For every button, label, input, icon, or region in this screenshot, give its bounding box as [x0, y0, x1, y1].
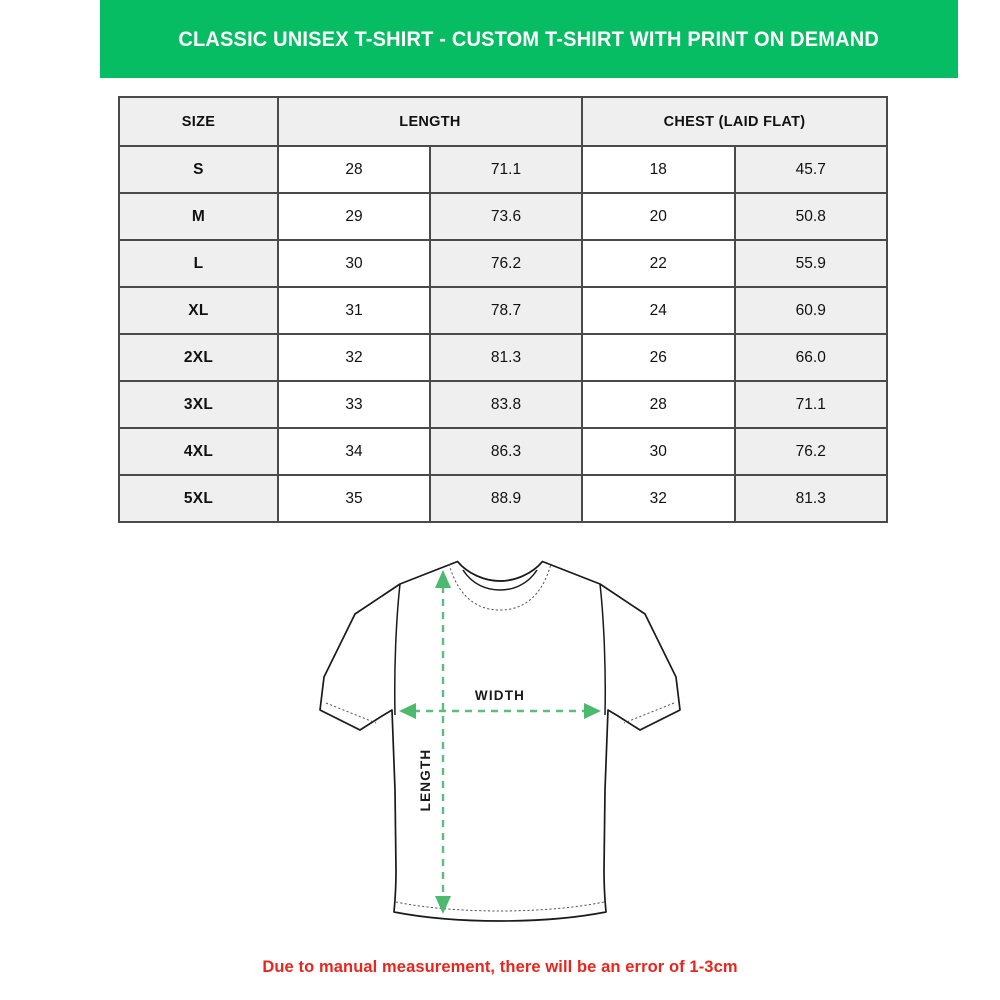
length-arrow-top-icon — [435, 570, 451, 588]
cell-chest-in: 26 — [581, 333, 736, 382]
measurement-disclaimer: Due to manual measurement, there will be… — [262, 958, 738, 976]
tshirt-sleeve-stitch-left — [325, 702, 377, 724]
cell-size: S — [118, 145, 279, 194]
cell-chest-cm: 60.9 — [733, 286, 888, 335]
table-row: 3XL 33 83.8 28 71.1 — [118, 380, 888, 429]
tshirt-hem-stitch — [395, 901, 605, 912]
header-banner: CLASSIC UNISEX T-SHIRT - CUSTOM T-SHIRT … — [100, 0, 958, 78]
cell-chest-cm: 76.2 — [733, 427, 888, 476]
column-header-chest: CHEST (LAID FLAT) — [581, 96, 888, 147]
table-header: SIZE LENGTH CHEST (LAID FLAT) — [118, 96, 888, 147]
cell-length-cm: 83.8 — [429, 380, 583, 429]
cell-length-in: 29 — [277, 192, 431, 241]
cell-length-cm: 81.3 — [429, 333, 583, 382]
table-row: XL 31 78.7 24 60.9 — [118, 286, 888, 335]
tshirt-outline — [319, 560, 681, 922]
table-row: M 29 73.6 20 50.8 — [118, 192, 888, 241]
cell-chest-cm: 81.3 — [733, 474, 888, 523]
length-label: LENGTH — [418, 749, 433, 812]
tshirt-shoulder-seam-left — [393, 583, 401, 716]
cell-size: 3XL — [118, 380, 279, 429]
table-row: 5XL 35 88.9 32 81.3 — [118, 474, 888, 523]
cell-size: 5XL — [118, 474, 279, 523]
column-header-size: SIZE — [118, 96, 279, 147]
table-body: S 28 71.1 18 45.7 M 29 73.6 20 50.8 L 30 76.2 22 55.9 X… — [118, 145, 888, 523]
cell-length-in: 28 — [277, 145, 431, 194]
tshirt-measurement-diagram: WIDTH LENGTH — [300, 540, 700, 930]
cell-chest-cm: 50.8 — [733, 192, 888, 241]
cell-chest-cm: 71.1 — [733, 380, 888, 429]
table-row: S 28 71.1 18 45.7 — [118, 145, 888, 194]
cell-chest-in: 30 — [581, 427, 736, 476]
cell-length-cm: 78.7 — [429, 286, 583, 335]
width-arrow-left-icon — [399, 703, 416, 719]
cell-chest-cm: 45.7 — [733, 145, 888, 194]
cell-chest-in: 32 — [581, 474, 736, 523]
cell-chest-cm: 66.0 — [733, 333, 888, 382]
column-header-length: LENGTH — [277, 96, 583, 147]
cell-length-cm: 88.9 — [429, 474, 583, 523]
table-row: 4XL 34 86.3 30 76.2 — [118, 427, 888, 476]
length-arrow-bottom-icon — [435, 896, 451, 914]
cell-size: 4XL — [118, 427, 279, 476]
tshirt-collar-inner — [462, 569, 538, 591]
cell-length-in: 35 — [277, 474, 431, 523]
tshirt-shoulder-seam-right — [599, 583, 607, 716]
cell-length-cm: 76.2 — [429, 239, 583, 288]
cell-length-in: 30 — [277, 239, 431, 288]
cell-size: XL — [118, 286, 279, 335]
tshirt-collar-icon — [456, 561, 544, 582]
cell-size: M — [118, 192, 279, 241]
cell-chest-in: 18 — [581, 145, 736, 194]
cell-length-in: 34 — [277, 427, 431, 476]
cell-length-cm: 73.6 — [429, 192, 583, 241]
cell-chest-in: 24 — [581, 286, 736, 335]
cell-chest-in: 28 — [581, 380, 736, 429]
cell-chest-cm: 55.9 — [733, 239, 888, 288]
size-chart-table: SIZE LENGTH CHEST (LAID FLAT) S 28 71.1 18 4… — [118, 96, 888, 523]
cell-size: L — [118, 239, 279, 288]
cell-length-in: 33 — [277, 380, 431, 429]
cell-length-cm: 71.1 — [429, 145, 583, 194]
width-label: WIDTH — [475, 688, 525, 703]
cell-size: 2XL — [118, 333, 279, 382]
table-row: 2XL 32 81.3 26 66.0 — [118, 333, 888, 382]
table-header-row: SIZE LENGTH CHEST (LAID FLAT) — [118, 96, 888, 147]
cell-length-in: 31 — [277, 286, 431, 335]
table-row: L 30 76.2 22 55.9 — [118, 239, 888, 288]
cell-chest-in: 20 — [581, 192, 736, 241]
cell-length-in: 32 — [277, 333, 431, 382]
cell-chest-in: 22 — [581, 239, 736, 288]
width-arrow-right-icon — [584, 703, 601, 719]
tshirt-sleeve-stitch-right — [623, 702, 675, 724]
page-title: CLASSIC UNISEX T-SHIRT - CUSTOM T-SHIRT … — [178, 26, 880, 51]
cell-length-cm: 86.3 — [429, 427, 583, 476]
